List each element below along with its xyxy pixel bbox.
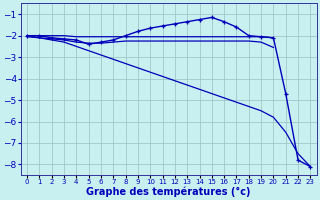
X-axis label: Graphe des températures (°c): Graphe des températures (°c): [86, 186, 251, 197]
